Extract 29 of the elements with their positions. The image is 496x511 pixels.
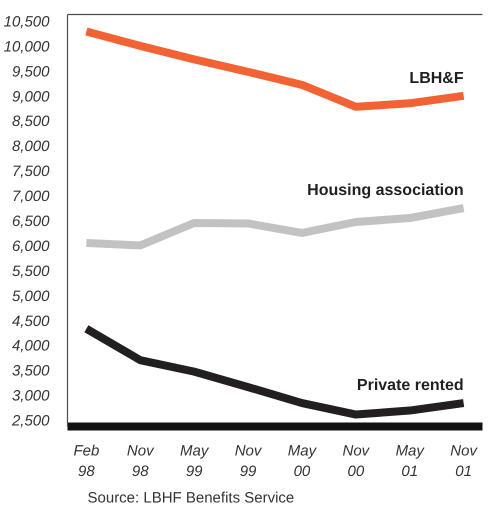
y-tick-label: 3,500 [12,362,50,380]
y-tick-label: 8,500 [12,113,50,130]
y-tick-label: 6,000 [12,238,50,255]
y-tick-label: 2,500 [10,412,50,430]
x-tick-label: May 00 [288,442,318,480]
x-tick-label: May 99 [180,442,210,480]
y-tick-label: 7,000 [12,188,50,206]
x-tick-label: Nov 99 [234,442,263,480]
x-tick-label: Feb 98 [73,442,100,480]
y-tick-label: 4,500 [12,312,50,330]
series-label: LBH&F [409,70,464,87]
y-tick-label: 8,000 [12,138,50,156]
series-label: Private rented [356,377,464,394]
source-note: Source: LBHF Benefits Service [88,490,294,506]
y-tick-label: 6,500 [12,213,50,230]
y-tick-label: 5,500 [12,262,50,280]
y-tick-label: 3,000 [12,388,50,405]
y-tick-label: 9,000 [12,88,50,106]
y-tick-label: 4,000 [12,338,50,355]
series-label: Housing association [307,182,464,200]
y-tick-label: 10,500 [4,13,50,30]
y-tick-label: 9,500 [12,63,50,80]
x-tick-label: May 01 [396,442,426,480]
y-tick-label: 10,000 [4,38,50,56]
x-tick-label: Nov 01 [450,442,478,480]
x-tick-label: Nov 00 [342,442,371,480]
x-tick-label: Nov 98 [126,442,156,480]
y-tick-label: 7,500 [12,163,50,180]
y-tick-label: 5,000 [12,288,50,305]
